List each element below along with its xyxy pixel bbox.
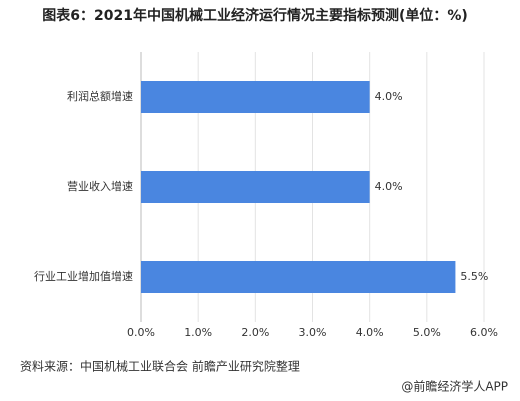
value-label: 4.0% <box>375 90 403 103</box>
bar <box>141 81 370 113</box>
y-tick-label: 行业工业增加值增速 <box>34 269 133 283</box>
x-tick-label: 6.0% <box>470 326 498 339</box>
chart-title: 图表6：2021年中国机械工业经济运行情况主要指标预测(单位：%) <box>42 8 468 24</box>
source-note: 资料来源：中国机械工业联合会 前瞻产业研究院整理 <box>20 359 300 374</box>
x-tick-label: 2.0% <box>241 326 269 339</box>
x-tick-label: 5.0% <box>413 326 441 339</box>
bar <box>141 261 456 293</box>
value-label: 4.0% <box>375 180 403 193</box>
x-tick-label: 4.0% <box>356 326 384 339</box>
y-tick-label: 利润总额增速 <box>67 89 133 103</box>
y-tick-label: 营业收入增速 <box>67 179 133 193</box>
bar <box>141 171 370 203</box>
value-label: 5.5% <box>460 270 488 283</box>
x-tick-label: 1.0% <box>184 326 212 339</box>
x-tick-label: 0.0% <box>127 326 155 339</box>
x-tick-label: 3.0% <box>299 326 327 339</box>
watermark: @前瞻经济学人APP <box>401 379 508 394</box>
